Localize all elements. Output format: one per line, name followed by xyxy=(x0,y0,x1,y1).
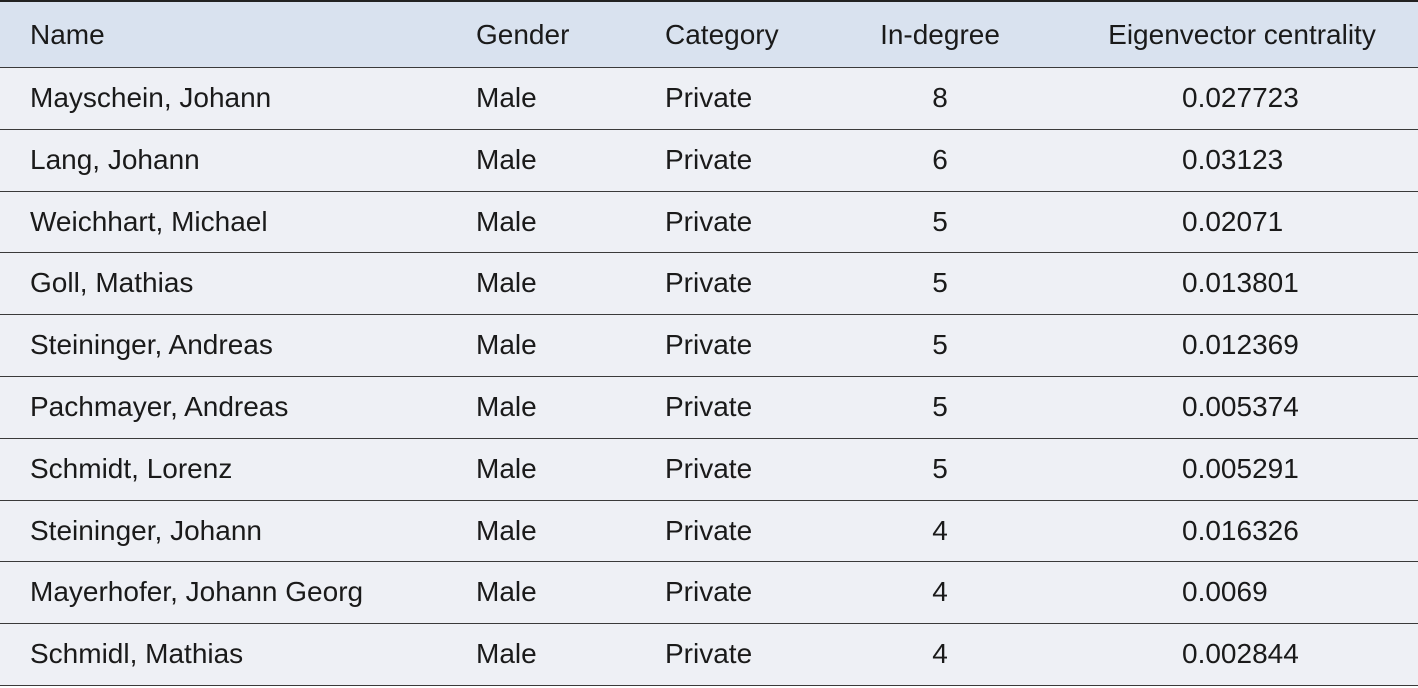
table-cell: 0.03123 xyxy=(1182,143,1284,175)
table-cell: 6 xyxy=(932,143,948,175)
table-cell: Private xyxy=(665,391,753,422)
table-cell: In-degree xyxy=(880,19,1000,50)
table-cell: Weichhart, Michael xyxy=(30,205,268,237)
table-cell: Lang, Johann xyxy=(30,143,200,175)
table-cell: Mayschein, Johann xyxy=(30,82,272,113)
table-cell: Male xyxy=(476,143,537,175)
table-row: Mayschein, Johann Male Private 8 0.027723 xyxy=(0,68,1418,130)
table-cell: 5 xyxy=(932,329,948,361)
header-row: Name Gender Category In-degree Eigenvector c… xyxy=(0,0,1418,68)
table-cell: Private xyxy=(665,576,753,608)
table-cell: Mayerhofer, Johann Georg xyxy=(30,576,364,608)
table-cell: Male xyxy=(476,638,537,670)
table-cell: 0.012369 xyxy=(1182,329,1299,361)
table-cell: Male xyxy=(476,329,537,361)
table-cell: Steininger, Andreas xyxy=(30,329,273,361)
table-row: Steininger, Johann Male Private 4 0.016326 xyxy=(0,500,1418,563)
table-row: Schmidt, Lorenz Male Private 5 0.005291 xyxy=(0,438,1418,501)
table-cell: 8 xyxy=(932,82,948,113)
table-cell: Private xyxy=(665,82,753,113)
table-cell: Male xyxy=(476,452,537,484)
table-row: Mayerhofer, Johann Georg Male Private 4 0.00… xyxy=(0,562,1418,625)
table-cell: 5 xyxy=(932,267,948,299)
table-cell: 5 xyxy=(932,391,948,422)
table-cell: Private xyxy=(665,205,753,237)
table-cell: 5 xyxy=(932,205,948,237)
table-cell: Male xyxy=(476,576,537,608)
table-cell: Male xyxy=(476,391,537,422)
table-cell: Goll, Mathias xyxy=(30,267,194,299)
table-cell: 0.027723 xyxy=(1182,82,1299,113)
table-cell: 4 xyxy=(932,576,948,608)
table-cell: Private xyxy=(665,329,753,361)
table-cell: Category xyxy=(665,19,779,50)
table-row: Steininger, Andreas Male Private 5 0.012369 xyxy=(0,315,1418,377)
table-cell: Male xyxy=(476,82,537,113)
table-cell: Schmidt, Lorenz xyxy=(30,452,233,484)
table-cell: Private xyxy=(665,638,753,670)
table-cell: 5 xyxy=(932,452,948,484)
table-cell: Private xyxy=(665,143,753,175)
table-cell: 0.0069 xyxy=(1182,576,1268,608)
table-row: Pachmayer, Andreas Male Private 5 0.005374 xyxy=(0,377,1418,439)
table-cell: 0.005374 xyxy=(1182,391,1299,422)
table-cell: Gender xyxy=(476,19,570,50)
table-cell: Name xyxy=(30,19,105,50)
table-cell: Schmidl, Mathias xyxy=(30,638,244,670)
table-row: Schmidl, Mathias Male Private 4 0.002844 xyxy=(0,624,1418,686)
table-cell: Private xyxy=(665,452,753,484)
table-cell: Pachmayer, Andreas xyxy=(30,391,289,422)
table-cell: Male xyxy=(476,205,537,237)
table-cell: Private xyxy=(665,267,753,299)
table-cell: 0.016326 xyxy=(1182,514,1299,546)
table-row: Goll, Mathias Male Private 5 0.013801 xyxy=(0,253,1418,316)
table-cell: 0.002844 xyxy=(1182,638,1299,670)
table-cell: Eigenvector centrality xyxy=(1108,19,1376,50)
table-cell: 0.02071 xyxy=(1182,205,1284,237)
table-cell: Private xyxy=(665,514,753,546)
table-cell: 0.013801 xyxy=(1182,267,1299,299)
table-cell: 0.005291 xyxy=(1182,452,1299,484)
table-cell: Male xyxy=(476,514,537,546)
table-row: Weichhart, Michael Male Private 5 0.02071 xyxy=(0,191,1418,254)
table-cell: Steininger, Johann xyxy=(30,514,262,546)
table-cell: Male xyxy=(476,267,537,299)
table-row: Lang, Johann Male Private 6 0.03123 xyxy=(0,129,1418,192)
table-cell: 4 xyxy=(932,638,948,670)
table-cell: 4 xyxy=(932,514,948,546)
